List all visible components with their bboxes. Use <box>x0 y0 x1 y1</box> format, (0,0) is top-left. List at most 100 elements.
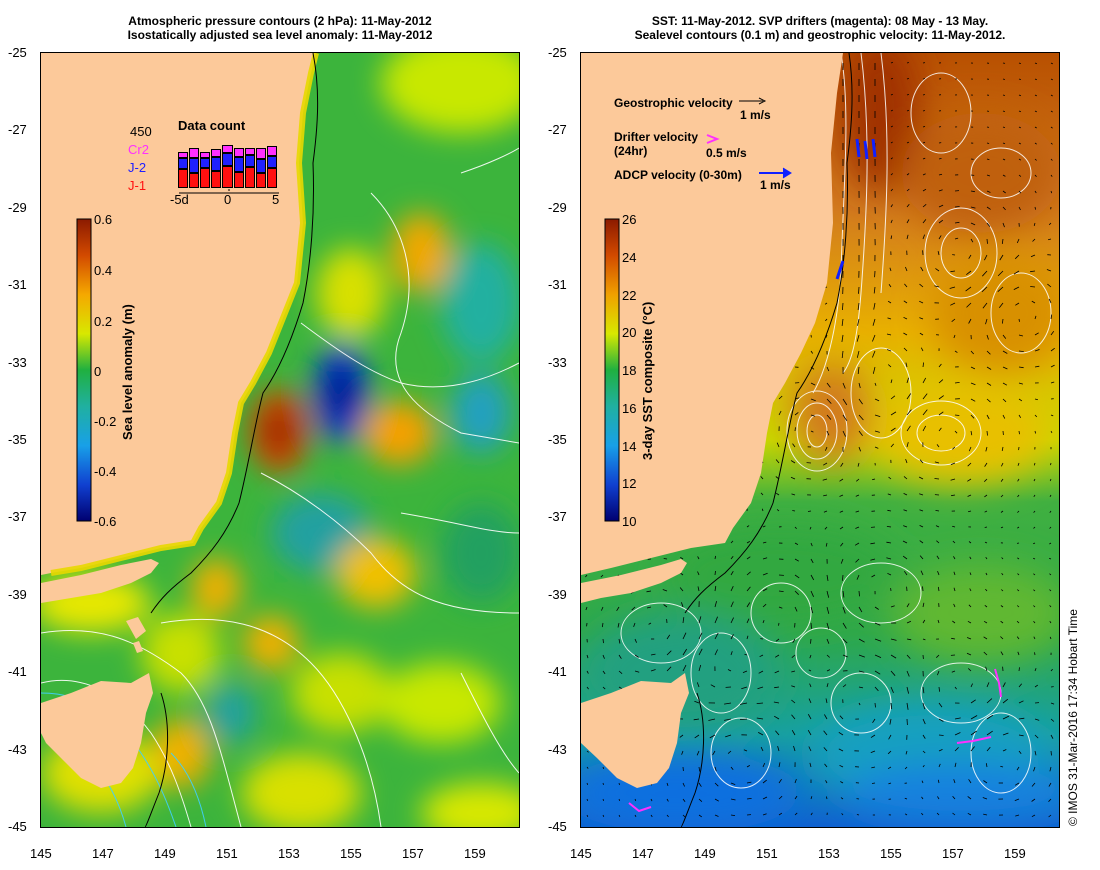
velocity-arrow <box>922 94 926 96</box>
sla-colorbar-label: Sea level anomaly (m) <box>120 304 135 440</box>
svp-drifter-tracks <box>628 668 1002 813</box>
lon-tick-label: 151 <box>756 846 778 861</box>
velocity-arrow <box>680 557 684 560</box>
velocity-arrow <box>746 781 752 784</box>
velocity-arrow <box>1002 715 1010 720</box>
velocity-arrow <box>762 779 767 784</box>
velocity-arrow <box>906 173 910 176</box>
velocity-arrow <box>970 238 974 243</box>
velocity-arrow <box>666 782 669 787</box>
velocity-arrow <box>774 670 780 674</box>
velocity-arrow <box>970 350 974 355</box>
velocity-arrow <box>855 526 860 529</box>
lon-tick-label: 153 <box>278 846 300 861</box>
australia-land <box>581 53 843 575</box>
velocity-arrow <box>602 638 604 644</box>
inset-legend-j1: J-1 <box>128 178 147 193</box>
velocity-arrow <box>886 349 892 352</box>
adcp-vectors <box>835 138 877 280</box>
velocity-arrow <box>1018 190 1022 194</box>
velocity-arrow <box>825 334 828 338</box>
velocity-arrow <box>746 635 749 640</box>
velocity-arrow <box>1050 347 1055 352</box>
velocity-arrow <box>663 604 668 608</box>
velocity-arrow <box>730 601 734 608</box>
velocity-arrow <box>889 267 892 272</box>
adcp-legend-label: ADCP velocity (0-30m) <box>614 168 742 182</box>
velocity-arrow <box>1018 318 1020 322</box>
velocity-arrow <box>825 698 828 704</box>
velocity-arrow <box>839 715 844 720</box>
velocity-arrow <box>954 221 960 224</box>
velocity-arrow <box>856 350 860 358</box>
inset-legend-j2: J-2 <box>128 160 147 175</box>
velocity-arrow <box>970 206 976 209</box>
left-title-line2: Isostatically adjusted sea level anomaly… <box>127 28 433 42</box>
velocity-arrow <box>954 747 959 752</box>
inset-bar-segment-j2 <box>189 158 200 173</box>
velocity-arrow <box>585 606 588 611</box>
velocity-arrow <box>906 603 910 608</box>
velocity-arrow <box>616 606 620 612</box>
velocity-arrow <box>951 670 956 673</box>
velocity-arrow <box>714 649 718 656</box>
velocity-arrow <box>1018 334 1023 337</box>
velocity-arrow <box>970 730 977 736</box>
velocity-arrow <box>840 781 844 784</box>
lon-tick-label: 149 <box>154 846 176 861</box>
velocity-arrow <box>999 254 1004 261</box>
velocity-arrow <box>997 270 1004 277</box>
velocity-arrow <box>938 734 944 736</box>
velocity-arrow <box>906 204 910 208</box>
velocity-arrow <box>760 476 764 480</box>
velocity-arrow <box>1018 382 1024 385</box>
velocity-arrow <box>952 795 956 800</box>
velocity-arrow <box>888 782 892 785</box>
velocity-arrow <box>826 669 831 672</box>
velocity-arrow <box>775 730 780 736</box>
velocity-arrow <box>919 493 924 496</box>
velocity-arrow <box>983 636 988 640</box>
inset-bar-segment-cr2 <box>244 148 255 155</box>
sst-map-panel[interactable] <box>580 52 1060 828</box>
australia-land-south <box>581 559 687 603</box>
inset-bar-segment-cr2 <box>222 144 233 153</box>
velocity-arrow <box>970 222 976 226</box>
velocity-arrow <box>858 446 861 452</box>
inset-bar-segment-j1 <box>233 172 244 188</box>
velocity-arrow <box>714 570 716 576</box>
velocity-arrow <box>890 173 893 176</box>
velocity-arrow <box>601 606 604 611</box>
velocity-arrow <box>890 670 896 676</box>
velocity-arrow <box>967 620 972 624</box>
velocity-arrow <box>810 606 814 614</box>
velocity-arrow <box>949 286 956 289</box>
velocity-arrow <box>697 556 700 560</box>
velocity-arrow <box>1000 765 1004 768</box>
velocity-arrow <box>1049 766 1052 772</box>
lat-tick-label: -25 <box>8 45 27 60</box>
sla-colorbar <box>76 218 92 522</box>
velocity-arrow <box>953 334 956 339</box>
velocity-arrow <box>902 540 908 544</box>
velocity-arrow <box>618 814 621 817</box>
velocity-arrow <box>662 589 668 592</box>
sla-colorbar-ticks: 0.6 0.4 0.2 0 -0.2 -0.4 -0.6 <box>94 212 134 529</box>
sst-cb-tick: 16 <box>622 401 637 416</box>
velocity-arrow <box>1033 573 1036 576</box>
velocity-arrow <box>855 510 860 513</box>
sla-map-panel[interactable] <box>40 52 520 828</box>
velocity-arrow <box>1050 126 1053 129</box>
inset-bar <box>211 138 222 188</box>
velocity-arrow <box>1002 206 1006 211</box>
velocity-arrow <box>825 318 828 322</box>
adcp-legend-unit: 1 m/s <box>760 178 791 192</box>
sst-colorbar <box>604 218 620 522</box>
velocity-arrow <box>698 648 703 656</box>
velocity-arrow <box>968 446 972 452</box>
velocity-arrow <box>919 317 924 320</box>
velocity-arrow <box>953 779 956 784</box>
velocity-arrow <box>808 669 812 672</box>
velocity-arrow <box>694 700 700 704</box>
velocity-arrow <box>886 541 892 544</box>
